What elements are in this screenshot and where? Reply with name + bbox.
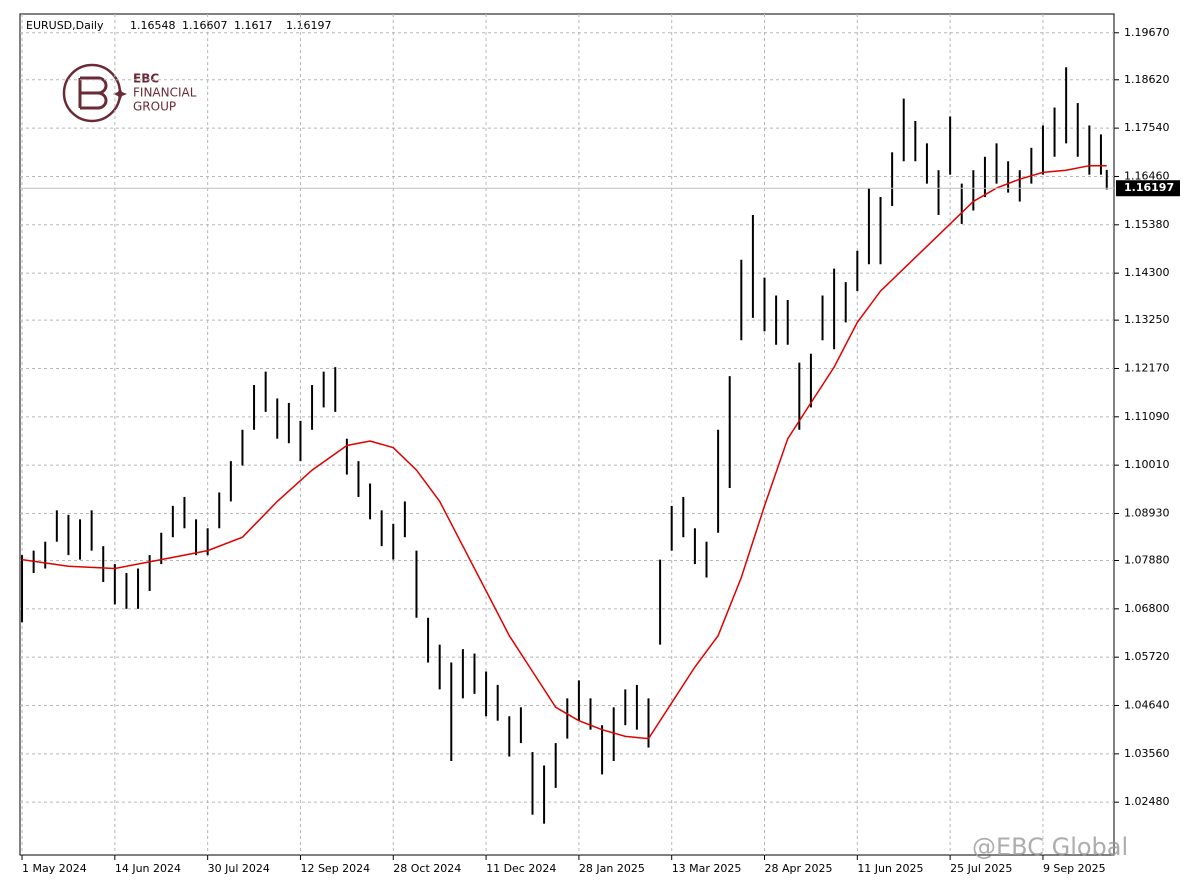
x-tick-label: 28 Apr 2025 (765, 862, 833, 875)
y-tick-label: 1.18620 (1124, 73, 1170, 86)
moving-average (21, 164, 1107, 740)
logo-text: GROUP (133, 100, 176, 114)
y-tick-label: 1.08930 (1124, 506, 1170, 519)
x-tick-label: 11 Jun 2025 (857, 862, 923, 875)
x-tick-label: 12 Sep 2024 (300, 862, 370, 875)
x-tick-label: 28 Oct 2024 (393, 862, 461, 875)
x-tick-label: 9 Sep 2025 (1043, 862, 1106, 875)
marks (20, 67, 1114, 824)
y-tick-label: 1.07880 (1124, 553, 1170, 566)
y-tick-label: 1.12170 (1124, 361, 1170, 374)
y-tick-label: 1.06800 (1124, 602, 1170, 615)
logo-star (113, 87, 127, 101)
y-tick-label: 1.05720 (1124, 650, 1170, 663)
x-tick-label: 25 Jul 2025 (950, 862, 1012, 875)
close-value: 1.16197 (286, 19, 332, 32)
x-tick-label: 13 Mar 2025 (672, 862, 742, 875)
low-value: 1.1617 (234, 19, 273, 32)
y-tick-label: 1.14300 (1124, 266, 1170, 279)
symbol-title: EURUSD,Daily (26, 19, 104, 32)
y-tick-label: 1.10010 (1124, 458, 1170, 471)
y-tick-label: 1.17540 (1124, 121, 1170, 134)
plot-frame (19, 13, 1115, 856)
logo: EBC FINANCIAL GROUP (62, 63, 197, 123)
x-tick-label: 11 Dec 2024 (486, 862, 556, 875)
x-tick-label: 1 May 2024 (22, 862, 87, 875)
y-tick-label: 1.04640 (1124, 699, 1170, 712)
y-tick-label: 1.16460 (1124, 169, 1170, 182)
logo-text: EBC (133, 72, 159, 86)
open-value: 1.16548 (130, 19, 176, 32)
x-tick-label: 28 Jan 2025 (579, 862, 645, 875)
logo-text: FINANCIAL (133, 86, 197, 100)
y-tick-label: 1.13250 (1124, 313, 1170, 326)
labels: 1.02480 1.03560 1.04640 1.05720 1.06800 1.078… (22, 26, 1180, 875)
y-tick-label: 1.03560 (1124, 747, 1170, 760)
y-tick-label: 1.19670 (1124, 26, 1170, 39)
y-tick-label: 1.02480 (1124, 795, 1170, 808)
current-price-label: 1.16197 (1124, 181, 1174, 194)
x-tick-label: 30 Jul 2024 (208, 862, 270, 875)
watermark: @EBC Global (972, 833, 1128, 861)
current-price-box (1116, 180, 1180, 197)
high-value: 1.16607 (182, 19, 228, 32)
logo-mark (78, 76, 108, 110)
x-tick-label: 14 Jun 2024 (115, 862, 181, 875)
y-tick-label: 1.11090 (1124, 410, 1170, 423)
y-tick-label: 1.15380 (1124, 218, 1170, 231)
